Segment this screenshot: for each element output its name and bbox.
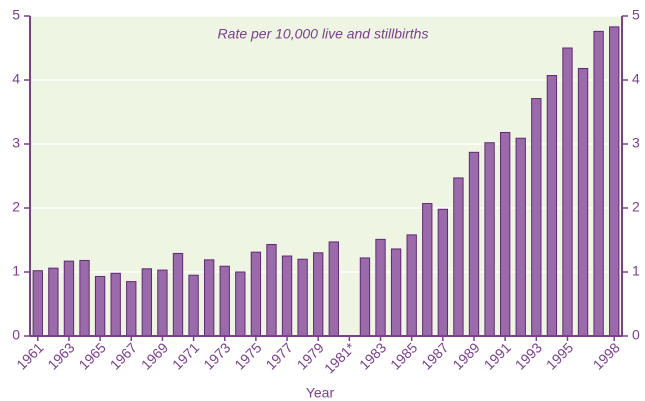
y2-tick-label: 5	[632, 7, 640, 23]
y2-tick-label: 2	[632, 199, 640, 215]
x-tick-label: 1963	[44, 339, 77, 372]
x-tick-label: 1977	[262, 339, 295, 372]
bar	[437, 208, 449, 337]
bar	[453, 177, 464, 337]
y2-tick-label: 3	[632, 135, 640, 151]
bar	[359, 257, 371, 337]
bar	[577, 67, 589, 337]
y-tick-label: 4	[12, 71, 20, 87]
x-tick-label: 1975	[231, 339, 264, 372]
bar	[609, 26, 620, 337]
y2-tick-label: 1	[632, 263, 640, 279]
bar	[313, 252, 324, 337]
bar	[531, 98, 542, 337]
x-tick-label: 1969	[138, 339, 171, 372]
x-tick-label: 1998	[590, 339, 623, 372]
bar	[406, 234, 417, 337]
bar	[484, 142, 495, 337]
bar	[203, 259, 215, 337]
bar	[79, 259, 90, 337]
x-tick-label: 1985	[387, 339, 420, 372]
bar	[593, 30, 604, 337]
x-tick-label: 1967	[107, 339, 140, 372]
y-tick-label: 3	[12, 135, 20, 151]
y-tick-label: 2	[12, 199, 20, 215]
bar	[546, 75, 558, 337]
chart-subtitle: Rate per 10,000 live and stillbirths	[218, 26, 429, 42]
bar	[94, 275, 106, 337]
x-axis-label: Year	[306, 385, 335, 401]
x-tick-label: 1989	[449, 339, 482, 372]
x-tick-label: 1983	[356, 339, 389, 372]
x-tick-label: 1991	[481, 339, 514, 372]
bar	[499, 131, 511, 337]
x-tick-label: 1965	[76, 339, 109, 372]
bar	[266, 243, 277, 337]
x-tick-label: 1993	[512, 339, 545, 372]
bar	[562, 47, 573, 337]
bar	[328, 241, 339, 337]
bar	[32, 270, 43, 337]
bar	[422, 203, 433, 337]
bar	[126, 281, 137, 337]
bar	[141, 268, 153, 337]
bar	[375, 238, 386, 337]
bar	[188, 274, 199, 337]
bar	[219, 265, 230, 337]
bar	[468, 151, 480, 337]
y-tick-label: 5	[12, 7, 20, 23]
bar	[281, 255, 293, 337]
bar	[48, 267, 59, 337]
bar	[63, 260, 75, 337]
x-tick-label: 1973	[200, 339, 233, 372]
y-tick-label: 1	[12, 263, 20, 279]
bar	[157, 269, 168, 337]
bar	[390, 248, 402, 337]
y2-tick-label: 0	[632, 327, 640, 343]
y-tick-label: 0	[12, 327, 20, 343]
y2-tick-label: 4	[632, 71, 640, 87]
x-tick-label: 1995	[543, 339, 576, 372]
bar	[172, 252, 184, 337]
x-tick-label: 1971	[169, 339, 202, 372]
bar	[250, 251, 262, 337]
bar	[515, 137, 526, 337]
x-tick-label: 1981*	[321, 339, 359, 377]
x-tick-label: 1961	[13, 339, 46, 372]
bar	[235, 271, 246, 337]
x-tick-label: 1987	[418, 339, 451, 372]
bar	[297, 258, 308, 337]
bar	[110, 272, 121, 337]
